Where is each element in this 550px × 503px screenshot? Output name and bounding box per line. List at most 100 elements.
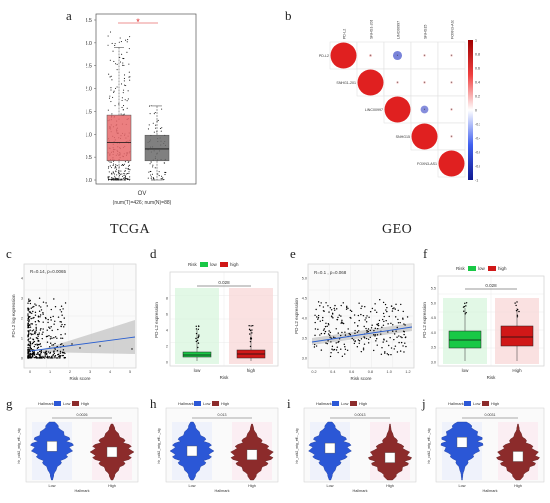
panel-a-point-tumor xyxy=(128,168,129,169)
panel-c-point xyxy=(48,327,49,328)
panel-d-cat-low: low xyxy=(194,368,202,373)
panel-a-point-tumor xyxy=(124,114,125,115)
panel-a-point-tumor xyxy=(119,42,120,43)
panel-e-xtick-label: 1.2 xyxy=(405,370,410,374)
panel-e-point xyxy=(384,316,385,317)
panel-a-point-tumor xyxy=(108,110,109,111)
panel-c-point xyxy=(28,332,29,333)
panel-e-point xyxy=(399,322,400,323)
panel-c-point xyxy=(39,357,40,358)
panel-e-point xyxy=(364,337,365,338)
panel-c-point xyxy=(54,321,55,322)
panel-e-point xyxy=(350,334,351,335)
panel-e-point xyxy=(400,304,401,305)
panel-c-point xyxy=(51,309,52,310)
panel-e-point xyxy=(334,309,335,310)
panel-a-point-tumor xyxy=(114,91,115,92)
panel-f-outlier xyxy=(516,301,517,302)
panel-e-point xyxy=(383,302,384,303)
panel-f-outlier xyxy=(515,305,516,306)
panel-c-point xyxy=(43,321,44,322)
panel-i-box-low xyxy=(325,443,335,453)
panel-a-ytick-label: 1.0 xyxy=(86,132,92,138)
panel-a-point-normal xyxy=(152,166,153,167)
panel-a-point-tumor xyxy=(115,88,116,89)
panel-e-point xyxy=(341,321,342,322)
panel-a-point-tumor xyxy=(125,161,126,162)
panel-c-point xyxy=(54,357,55,358)
panel-c-point xyxy=(32,311,33,312)
panel-a-point-tumor xyxy=(111,79,112,80)
panel-a-point-normal xyxy=(160,128,161,129)
panel-f-ytick-label: 5.5 xyxy=(431,287,436,291)
panel-a-point-tumor xyxy=(114,168,115,169)
panel-a-point-tumor xyxy=(125,99,126,100)
panel-d-outlier xyxy=(196,328,197,329)
panel-e-point xyxy=(403,331,404,332)
panel-b-scale-bar xyxy=(468,40,473,180)
panel-e-point xyxy=(398,310,399,311)
panel-a-point-normal xyxy=(152,165,153,166)
panel-d-outlier xyxy=(249,329,250,330)
panel-c-point xyxy=(57,350,58,351)
panel-a-point-tumor xyxy=(128,169,129,170)
panel-a-point-tumor xyxy=(115,164,116,165)
panel-c-point xyxy=(43,352,44,353)
panel-b-col-label: FOXN3-AS1 xyxy=(451,20,455,39)
panel-b-col-label: PD-L2 xyxy=(343,29,347,39)
panel-c-point xyxy=(28,321,29,322)
panel-c-point xyxy=(27,315,28,316)
panel-e-point xyxy=(403,351,404,352)
panel-e-point xyxy=(405,346,406,347)
panel-c-point xyxy=(45,317,46,318)
panel-c-point xyxy=(30,326,31,327)
panel-e-point xyxy=(370,337,371,338)
panel-a-point-tumor xyxy=(111,173,112,174)
panel-c-point xyxy=(46,336,47,337)
panel-e-point xyxy=(340,348,341,349)
panel-c-point xyxy=(32,334,33,335)
panel-e-point xyxy=(388,354,389,355)
panel-c-point xyxy=(50,317,51,318)
panel-a-point-tumor xyxy=(126,52,127,53)
panel-a-point-tumor xyxy=(124,85,125,86)
panel-e-point xyxy=(331,309,332,310)
panel-c-point xyxy=(35,312,36,313)
panel-e-point xyxy=(343,302,344,303)
panel-a-point-tumor xyxy=(114,176,115,177)
panel-g-box-high xyxy=(107,447,117,457)
panel-f-ytick-label: 3.5 xyxy=(431,346,436,350)
panel-a-point-tumor xyxy=(128,173,129,174)
panel-a-point-normal xyxy=(150,171,151,172)
panel-c-point xyxy=(30,303,31,304)
panel-a-point-tumor xyxy=(129,169,130,170)
panel-e-point xyxy=(327,326,328,327)
panel-e-point xyxy=(366,315,367,316)
panel-e-point xyxy=(330,341,331,342)
panel-c-point xyxy=(40,306,41,307)
panel-e-point xyxy=(388,345,389,346)
panel-e-point xyxy=(342,356,343,357)
panel-e-point xyxy=(361,306,362,307)
panel-c-point xyxy=(35,315,36,316)
panel-j-cat-low: Low xyxy=(459,484,466,488)
panel-a-point-tumor xyxy=(124,171,125,172)
panel-e-point xyxy=(329,336,330,337)
panel-c-point xyxy=(39,297,40,298)
panel-a-point-tumor xyxy=(108,179,109,180)
panel-e-point xyxy=(389,337,390,338)
panel-h-cat-high: High xyxy=(248,484,256,488)
panel-e-point xyxy=(332,313,333,314)
panel-d-outlier xyxy=(251,329,252,330)
panel-e-point xyxy=(354,343,355,344)
panel-a-point-tumor xyxy=(129,48,130,49)
panel-b-scale-label: 0.4 xyxy=(475,81,480,85)
panel-a-point-tumor xyxy=(122,63,123,64)
panel-c-xtick-label: 2 xyxy=(69,370,71,374)
panel-e-point xyxy=(390,354,391,355)
panel-e-point xyxy=(370,330,371,331)
panel-c-point xyxy=(34,333,35,334)
panel-i-legend-high-swatch xyxy=(350,401,357,406)
panel-d-outlier xyxy=(251,332,252,333)
panel-a-point-tumor xyxy=(108,35,109,36)
